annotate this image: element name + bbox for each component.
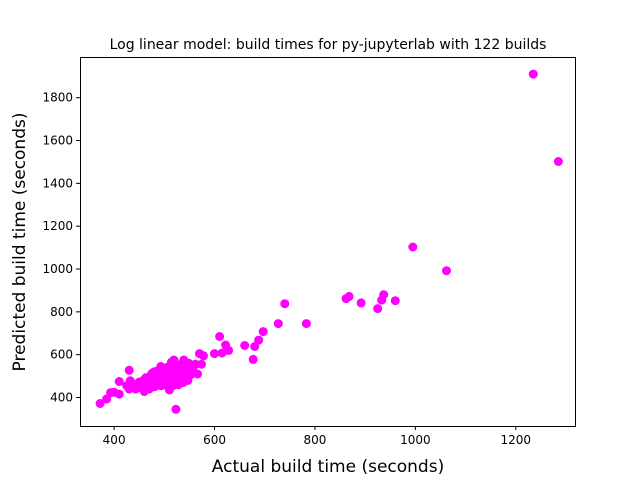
data-point xyxy=(171,404,181,414)
y-tick-label: 800 xyxy=(50,305,73,319)
y-tick-label: 1400 xyxy=(42,176,73,190)
x-tick-label: 1000 xyxy=(400,433,431,447)
y-tick-label: 400 xyxy=(50,391,73,405)
y-tick-label: 600 xyxy=(50,348,73,362)
data-point xyxy=(301,319,311,329)
data-point xyxy=(390,296,400,306)
data-point xyxy=(280,299,290,309)
data-point xyxy=(553,157,563,166)
data-point xyxy=(114,389,124,399)
data-points xyxy=(95,69,563,414)
data-point xyxy=(344,291,354,301)
data-point xyxy=(442,266,451,276)
data-point xyxy=(408,242,418,252)
data-point xyxy=(528,69,538,79)
data-point xyxy=(124,365,134,375)
x-tick-label: 800 xyxy=(303,433,326,447)
data-point xyxy=(215,332,225,341)
data-point xyxy=(273,319,283,329)
x-axis-ticks: 400 600 800 1000 1200 xyxy=(103,426,531,447)
chart-title: Log linear model: build times for py-jup… xyxy=(110,37,547,53)
data-point xyxy=(373,304,383,314)
plot-frame xyxy=(80,57,576,427)
x-tick-label: 600 xyxy=(203,433,226,447)
data-point xyxy=(250,342,260,351)
data-point xyxy=(114,377,124,386)
x-tick-label: 1200 xyxy=(500,433,531,447)
data-point xyxy=(248,354,258,364)
data-point xyxy=(379,290,389,300)
y-tick-label: 1600 xyxy=(42,134,73,148)
data-point xyxy=(224,345,234,355)
data-point xyxy=(197,359,206,369)
y-axis-label: Predicted build time (seconds) xyxy=(10,113,30,372)
x-axis-label: Actual build time (seconds) xyxy=(212,457,444,477)
data-point xyxy=(254,335,264,345)
data-point xyxy=(193,369,202,379)
y-tick-label: 1800 xyxy=(42,91,73,105)
y-axis-ticks: 400 600 800 1000 1200 1400 1600 1800 xyxy=(42,91,80,405)
data-point xyxy=(210,349,219,359)
y-tick-label: 1000 xyxy=(42,262,73,276)
x-tick-label: 400 xyxy=(103,433,126,447)
data-point xyxy=(95,399,105,408)
data-point xyxy=(199,351,208,361)
data-point xyxy=(240,341,250,350)
data-point xyxy=(356,298,366,308)
data-point xyxy=(102,394,112,404)
y-tick-label: 1200 xyxy=(42,219,73,233)
data-point xyxy=(258,327,268,337)
